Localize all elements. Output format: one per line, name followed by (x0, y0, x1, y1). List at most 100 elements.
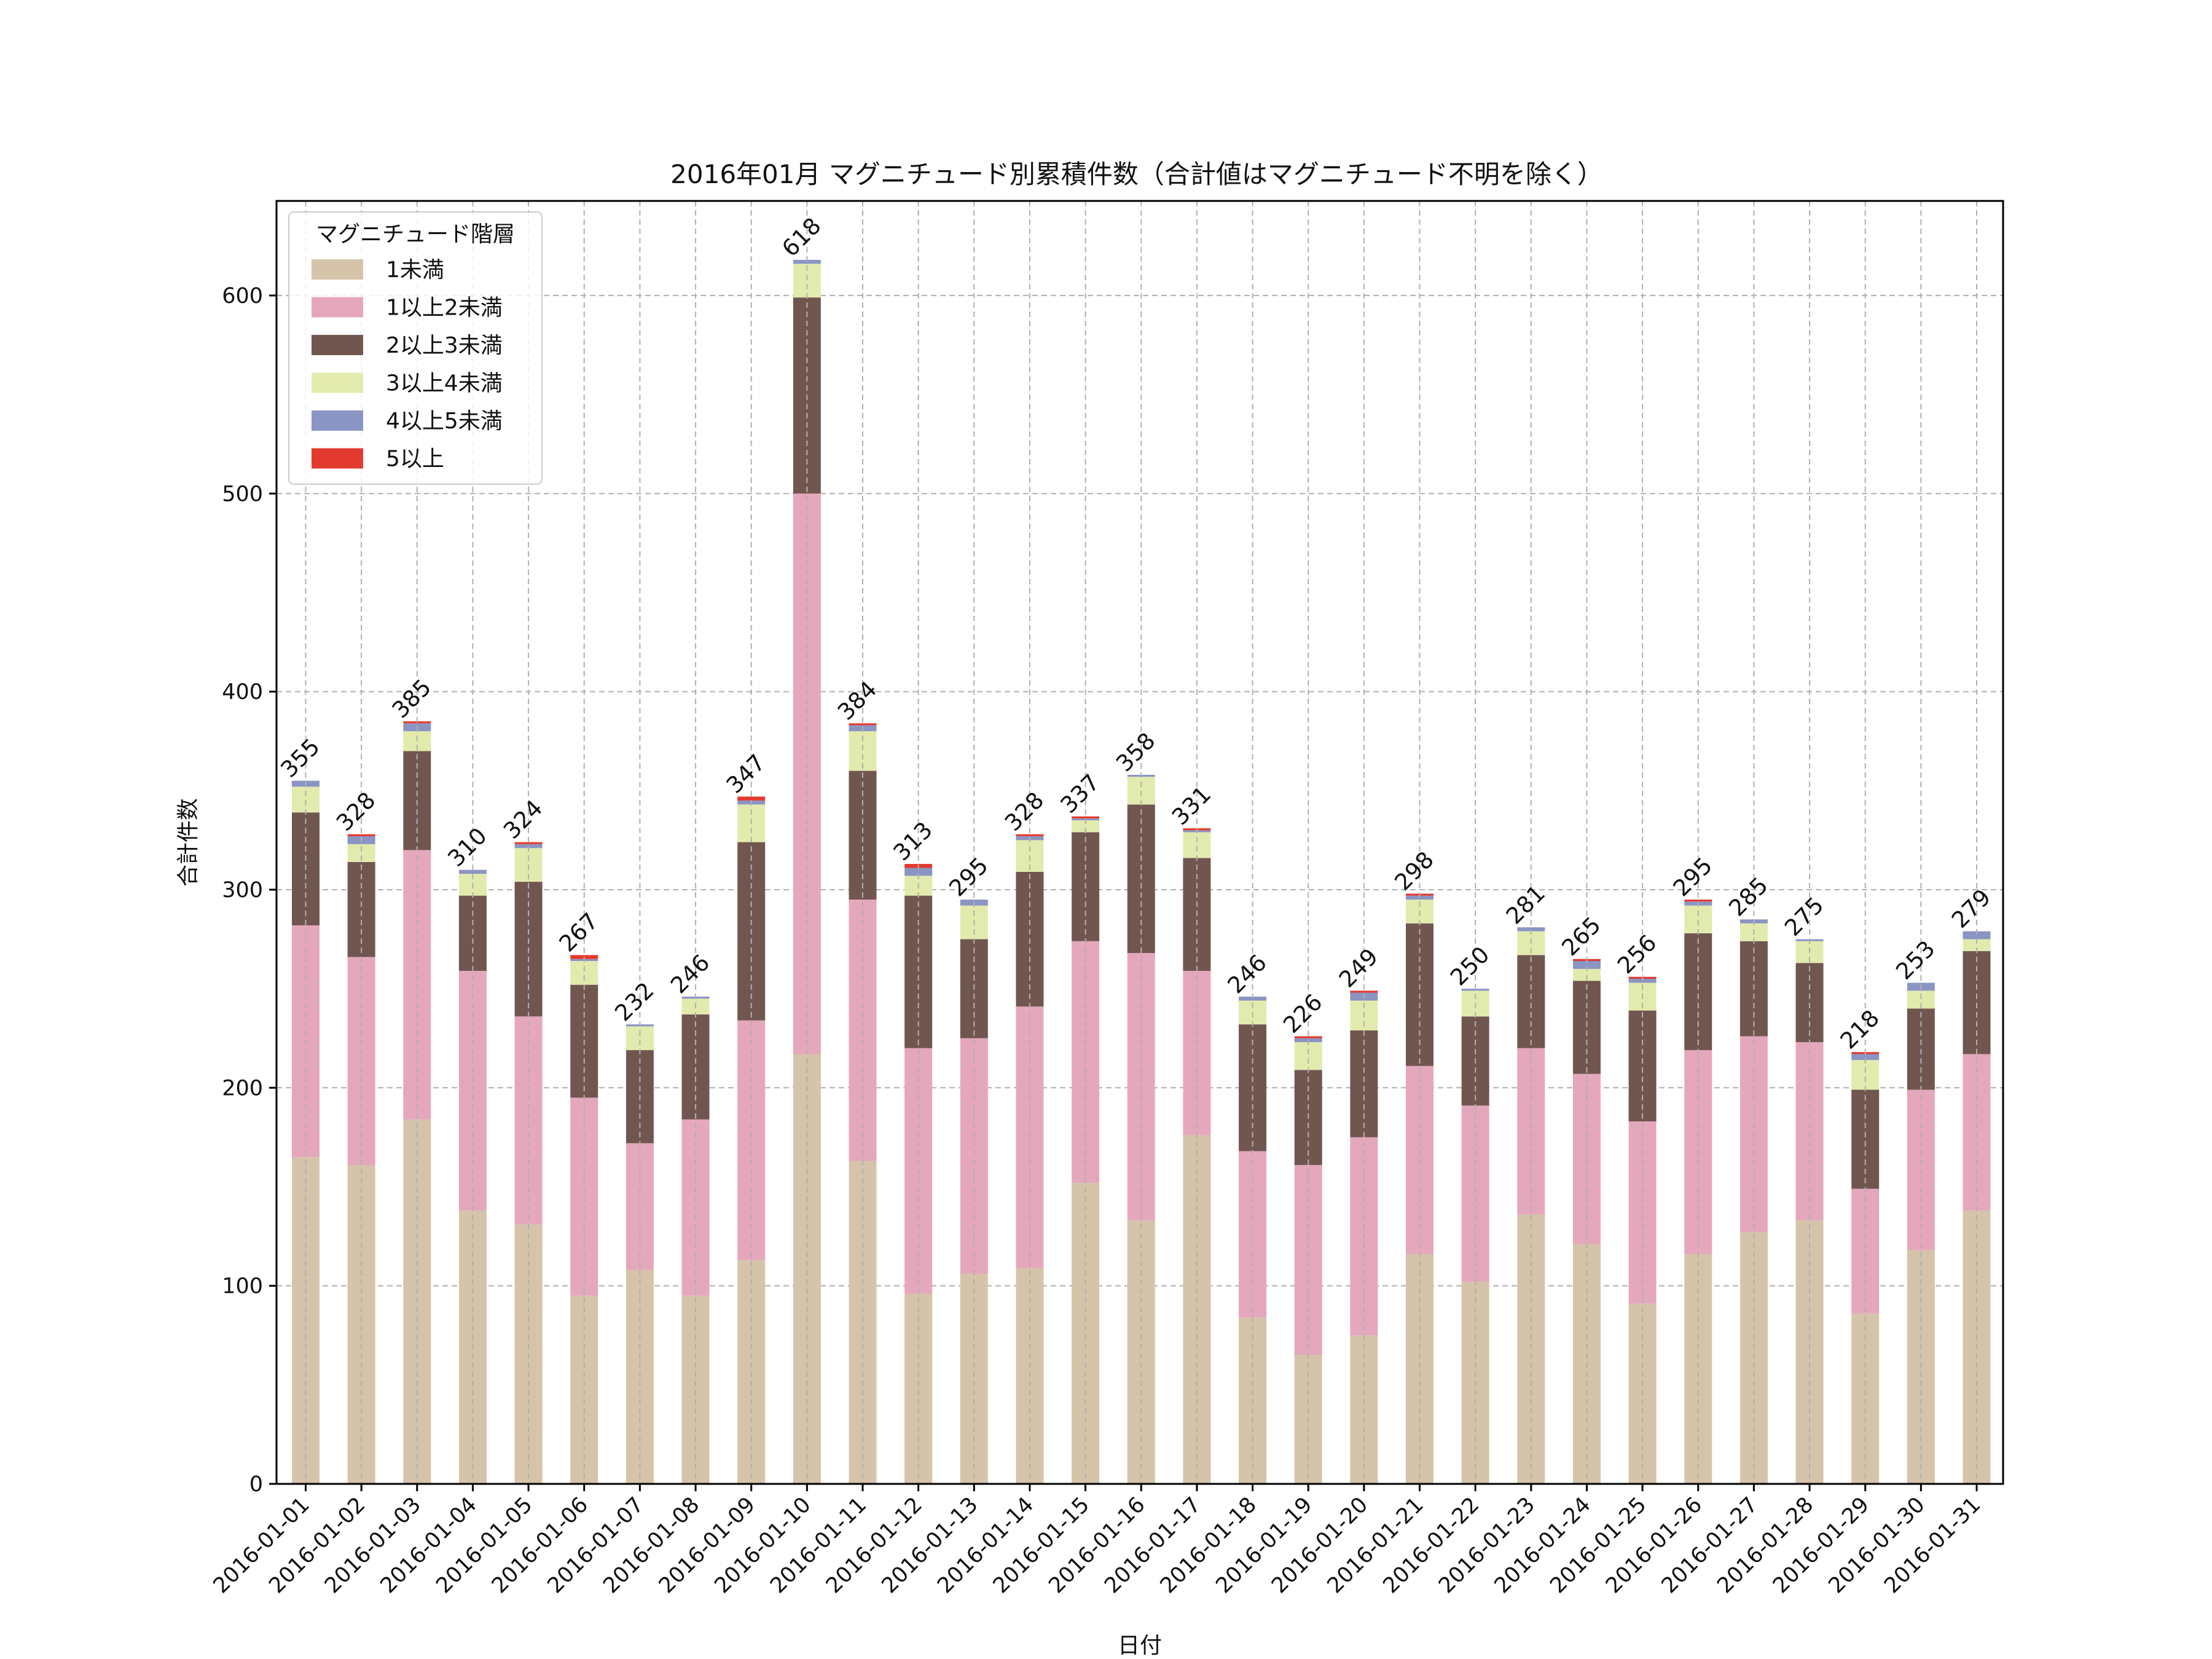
total-label: 384 (833, 676, 882, 725)
y-tick-label: 600 (222, 284, 263, 308)
total-label: 310 (442, 823, 492, 872)
x-tick-label: 2016-01-02 (264, 1492, 370, 1598)
total-label: 249 (1334, 943, 1383, 992)
x-tick-label: 2016-01-01 (209, 1492, 315, 1598)
total-label: 267 (554, 908, 603, 957)
total-label: 295 (1668, 852, 1717, 901)
y-tick-label: 400 (222, 680, 263, 705)
total-label: 324 (498, 795, 547, 844)
bar-segment (1851, 1060, 1880, 1090)
total-label: 281 (1501, 880, 1550, 929)
x-tick-label: 2016-01-05 (431, 1492, 537, 1598)
total-label: 218 (1835, 1005, 1885, 1054)
y-tick-label: 300 (222, 878, 263, 903)
x-tick-label: 2016-01-14 (933, 1492, 1038, 1598)
total-label: 232 (610, 977, 659, 1026)
bar-segment (849, 723, 877, 726)
x-tick-label: 2016-01-20 (1267, 1492, 1373, 1598)
x-tick-label: 2016-01-22 (1378, 1492, 1484, 1598)
bar-segment (1628, 1010, 1657, 1122)
bar-segment (458, 869, 487, 874)
x-tick-label: 2016-01-21 (1323, 1492, 1429, 1598)
x-tick-label: 2016-01-09 (654, 1492, 760, 1598)
bar-segment (1684, 900, 1712, 902)
bar-segment (737, 796, 766, 801)
bar-segment (960, 1274, 988, 1484)
x-tick-label: 2016-01-15 (989, 1492, 1094, 1598)
legend-label: 2以上3未満 (386, 333, 503, 358)
x-tick-label: 2016-01-31 (1880, 1492, 1985, 1598)
total-label: 358 (1111, 728, 1160, 777)
x-tick-label: 2016-01-26 (1601, 1492, 1707, 1598)
x-tick-label: 2016-01-11 (766, 1492, 871, 1598)
total-label: 331 (1167, 781, 1216, 830)
total-label: 246 (665, 949, 715, 998)
bar-segment (793, 259, 821, 264)
x-tick-label: 2016-01-17 (1100, 1492, 1206, 1598)
x-tick-label: 2016-01-30 (1824, 1492, 1930, 1598)
bar-segment (1628, 979, 1657, 983)
legend-label: 1以上2未満 (386, 296, 503, 321)
grid-layer (276, 294, 2003, 1287)
bar-segment (1294, 1042, 1322, 1070)
x-tick-label: 2016-01-03 (320, 1492, 426, 1598)
x-tick-label: 2016-01-16 (1044, 1492, 1150, 1598)
bar-segment (1294, 1036, 1322, 1038)
bar-segment (570, 960, 598, 985)
total-label: 328 (1000, 787, 1049, 836)
x-tick-label: 2016-01-25 (1545, 1492, 1651, 1598)
y-axis-label: 合計件数 (176, 798, 201, 887)
legend-label: 5以上 (386, 447, 444, 472)
bar-segment (1795, 1220, 1824, 1484)
legend-swatch (312, 372, 363, 393)
bar-segment (1963, 931, 1991, 939)
bar-segment (1684, 905, 1712, 933)
x-tick-label: 2016-01-28 (1712, 1492, 1818, 1598)
y-axis: 0 100 200 300 400 500 600 (222, 284, 276, 1497)
x-tick-label: 2016-01-07 (543, 1492, 649, 1598)
bar-segment (347, 834, 375, 836)
x-axis-label: 日付 (1118, 1633, 1162, 1658)
total-label: 226 (1278, 989, 1327, 1038)
legend-swatch (312, 259, 363, 280)
bar-segment (1072, 1183, 1100, 1484)
total-label: 250 (1445, 941, 1494, 990)
legend: マグニチュード階層 1未満 1以上2未満 2以上3未満 3以上4未満 4以上5未満 5以上 (288, 211, 543, 485)
chart-title: 2016年01月 マグニチュード別累積件数（合計値はマグニチュード不明を除く） (670, 159, 1603, 189)
bar-segment (849, 771, 877, 900)
total-label: 285 (1724, 872, 1773, 921)
vertical-grid-layer (305, 201, 1977, 1484)
total-label: 618 (777, 213, 826, 262)
legend-swatch (312, 297, 363, 318)
total-label: 253 (1891, 935, 1940, 984)
bar-segment (1072, 816, 1100, 818)
bar-segment (1127, 1220, 1155, 1484)
y-tick-label: 100 (222, 1274, 263, 1299)
bar-segment (1572, 960, 1601, 969)
plot-frame (275, 200, 2004, 1485)
total-label: 298 (1389, 846, 1438, 895)
bar-segment (904, 868, 933, 876)
y-tick-label: 500 (222, 482, 263, 506)
bar-segment (626, 1026, 654, 1051)
total-label: 265 (1556, 912, 1606, 961)
x-tick-label: 2016-01-29 (1768, 1492, 1874, 1598)
bar-segment (1572, 968, 1601, 981)
bar-segment (1963, 939, 1991, 951)
legend-swatch (312, 410, 363, 431)
legend-items: 1未満 1以上2未満 2以上3未満 3以上4未満 4以上5未満 5以上 (312, 257, 503, 472)
legend-swatch (312, 335, 363, 355)
total-label: 328 (331, 787, 380, 836)
x-tick-label: 2016-01-12 (822, 1492, 927, 1598)
bar-segment (681, 1014, 710, 1120)
total-label: 295 (944, 852, 993, 901)
bar-segment (1127, 777, 1155, 805)
legend-label: 4以上5未満 (386, 409, 503, 434)
x-tick-label: 2016-01-24 (1490, 1492, 1596, 1598)
x-tick-label: 2016-01-06 (487, 1492, 593, 1598)
total-label: 347 (721, 749, 771, 798)
bar-segment (1795, 963, 1824, 1043)
legend-label: 1未満 (386, 257, 444, 283)
bar-segment (514, 1016, 543, 1225)
